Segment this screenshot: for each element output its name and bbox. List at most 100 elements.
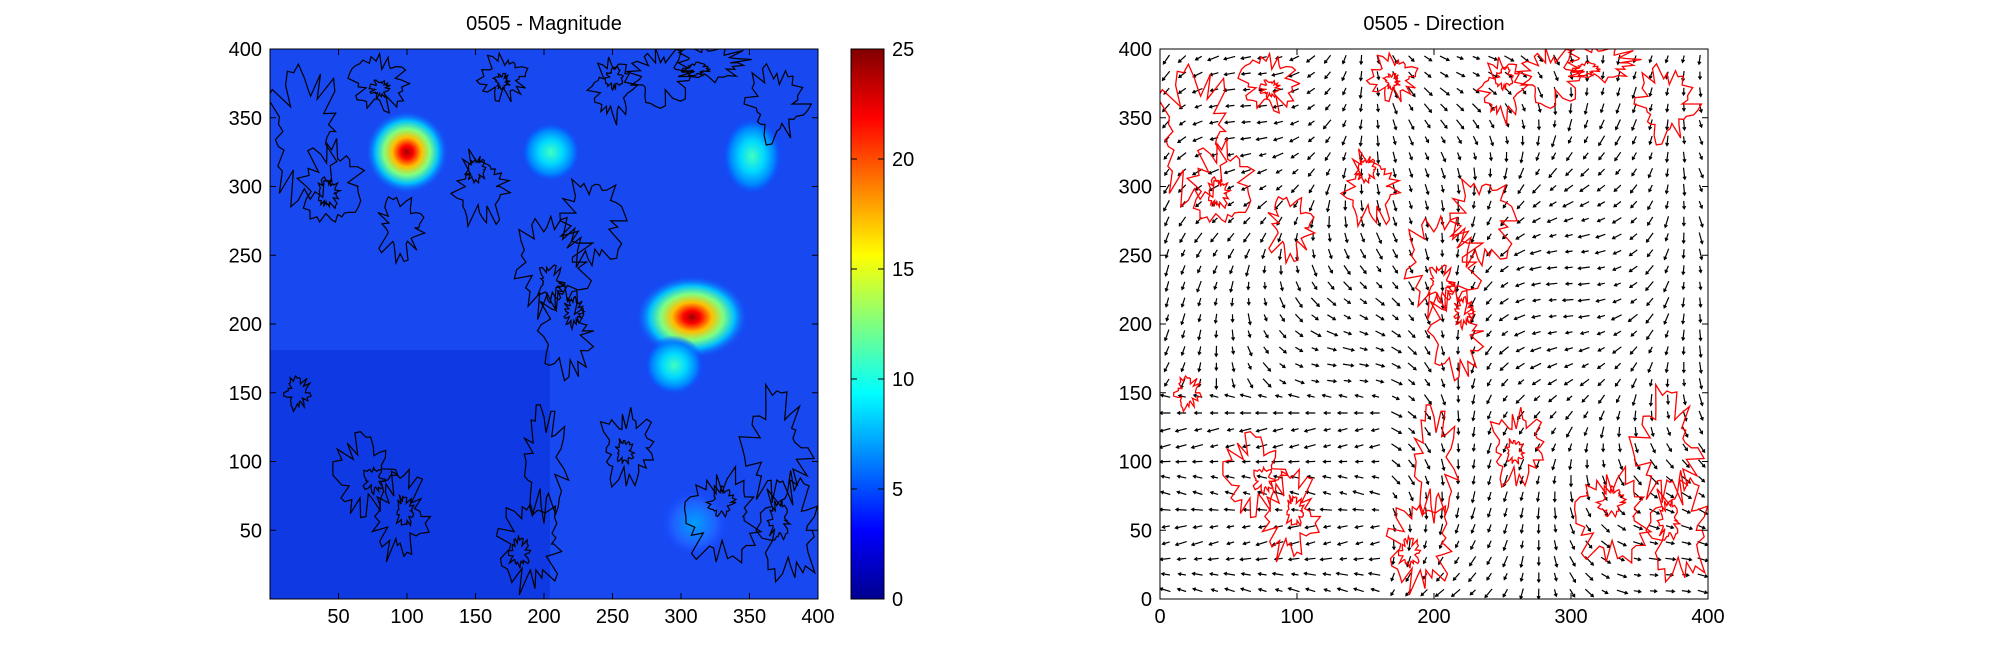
direction-arrow [1223, 507, 1235, 512]
direction-arrow [1630, 330, 1638, 337]
direction-arrow [1392, 135, 1397, 146]
direction-arrow [1240, 56, 1252, 61]
direction-contour [1489, 407, 1545, 489]
direction-arrow [1521, 119, 1526, 130]
direction-arrow [1341, 70, 1347, 82]
direction-arrow [1263, 297, 1268, 307]
direction-arrow [1665, 557, 1677, 562]
magnitude-contour [755, 470, 818, 584]
direction-arrow [1440, 136, 1446, 144]
direction-arrow [1214, 330, 1219, 339]
direction-arrow [1546, 347, 1558, 352]
direction-contour [1645, 470, 1708, 584]
direction-arrow [1648, 557, 1662, 562]
direction-arrow [1209, 490, 1219, 495]
direction-arrow [1239, 103, 1251, 109]
direction-arrow [1440, 346, 1446, 357]
direction-arrow [1359, 379, 1369, 384]
direction-arrow [1359, 184, 1364, 195]
direction-arrow [1456, 377, 1461, 391]
direction-arrow [1579, 201, 1590, 207]
direction-arrow [1376, 71, 1381, 81]
direction-arrow [1698, 459, 1706, 468]
direction-arrow [1551, 427, 1557, 435]
direction-arrow [1529, 249, 1542, 256]
direction-arrow [1648, 184, 1653, 193]
direction-arrow [1337, 474, 1348, 479]
direction-arrow [1569, 507, 1575, 520]
direction-arrow [1698, 135, 1704, 146]
direction-arrow [1633, 557, 1642, 562]
direction-arrow [1311, 347, 1319, 352]
direction-y-tick-label: 150 [1119, 383, 1152, 405]
direction-arrow [1563, 363, 1574, 369]
direction-arrow [1243, 232, 1251, 243]
direction-arrow [1342, 103, 1347, 112]
direction-arrow [1160, 490, 1171, 496]
direction-arrow [1294, 379, 1306, 385]
direction-arrow [1471, 410, 1476, 422]
direction-panel: 0505 - Direction 0 100 200 300 400 0 50 100 150… [1119, 13, 1725, 628]
direction-arrow [1614, 135, 1622, 146]
magnitude-shading-lower-left [270, 350, 550, 599]
direction-contour [1397, 533, 1422, 569]
magnitude-contour [362, 465, 387, 496]
direction-arrow [1391, 330, 1402, 338]
direction-arrow [1391, 475, 1401, 485]
direction-arrow [1227, 217, 1235, 224]
magnitude-peak [644, 335, 705, 396]
direction-arrow [1650, 426, 1655, 438]
direction-arrow [1566, 426, 1573, 438]
direction-arrow [1596, 314, 1606, 319]
direction-arrow [1321, 393, 1332, 398]
direction-arrow [1208, 104, 1219, 109]
direction-arrow [1211, 217, 1218, 224]
direction-arrow [1697, 71, 1703, 81]
direction-arrow [1196, 280, 1202, 293]
direction-arrow [1531, 217, 1541, 223]
direction-arrow [1176, 152, 1187, 160]
direction-arrow [1599, 426, 1605, 439]
direction-arrow [1209, 444, 1219, 449]
direction-arrow [1629, 184, 1638, 194]
direction-arrow [1279, 363, 1286, 369]
magnitude-contour [614, 438, 636, 465]
direction-arrow [1257, 572, 1267, 577]
direction-arrow [1648, 55, 1653, 64]
direction-arrow [1439, 87, 1451, 96]
direction-arrow [1293, 216, 1299, 226]
direction-arrow [1424, 233, 1429, 242]
direction-arrow [1354, 524, 1364, 530]
direction-arrow [1456, 119, 1465, 130]
direction-arrow [1501, 378, 1509, 387]
direction-arrow [1353, 557, 1364, 562]
direction-arrow [1452, 572, 1461, 581]
magnitude-contour [523, 404, 570, 524]
direction-arrow [1456, 87, 1464, 94]
magnitude-x-axis: 50 100 150 200 250 300 350 400 [327, 49, 835, 628]
direction-arrow [1319, 507, 1332, 512]
direction-arrow [1339, 556, 1347, 561]
direction-arrow [1513, 249, 1526, 256]
direction-arrow [1633, 573, 1642, 578]
direction-arrow [1600, 55, 1605, 65]
direction-arrow [1698, 345, 1703, 359]
direction-arrow [1194, 104, 1203, 109]
direction-arrow [1470, 232, 1476, 244]
direction-arrow [1358, 103, 1363, 113]
direction-arrow [1390, 572, 1395, 582]
direction-arrow [1222, 88, 1236, 93]
direction-arrow [1612, 346, 1622, 354]
direction-arrow [1682, 443, 1689, 452]
direction-arrow [1290, 152, 1300, 159]
direction-arrow [1351, 507, 1365, 512]
direction-arrow [1567, 443, 1573, 452]
direction-arrow [1408, 427, 1416, 434]
direction-arrow [1408, 459, 1415, 468]
direction-arrow [1440, 167, 1446, 180]
direction-arrow [1422, 556, 1428, 565]
direction-contour [1504, 438, 1526, 465]
direction-contour [1426, 282, 1485, 382]
direction-arrow [1392, 281, 1399, 290]
direction-arrow [1505, 136, 1510, 145]
